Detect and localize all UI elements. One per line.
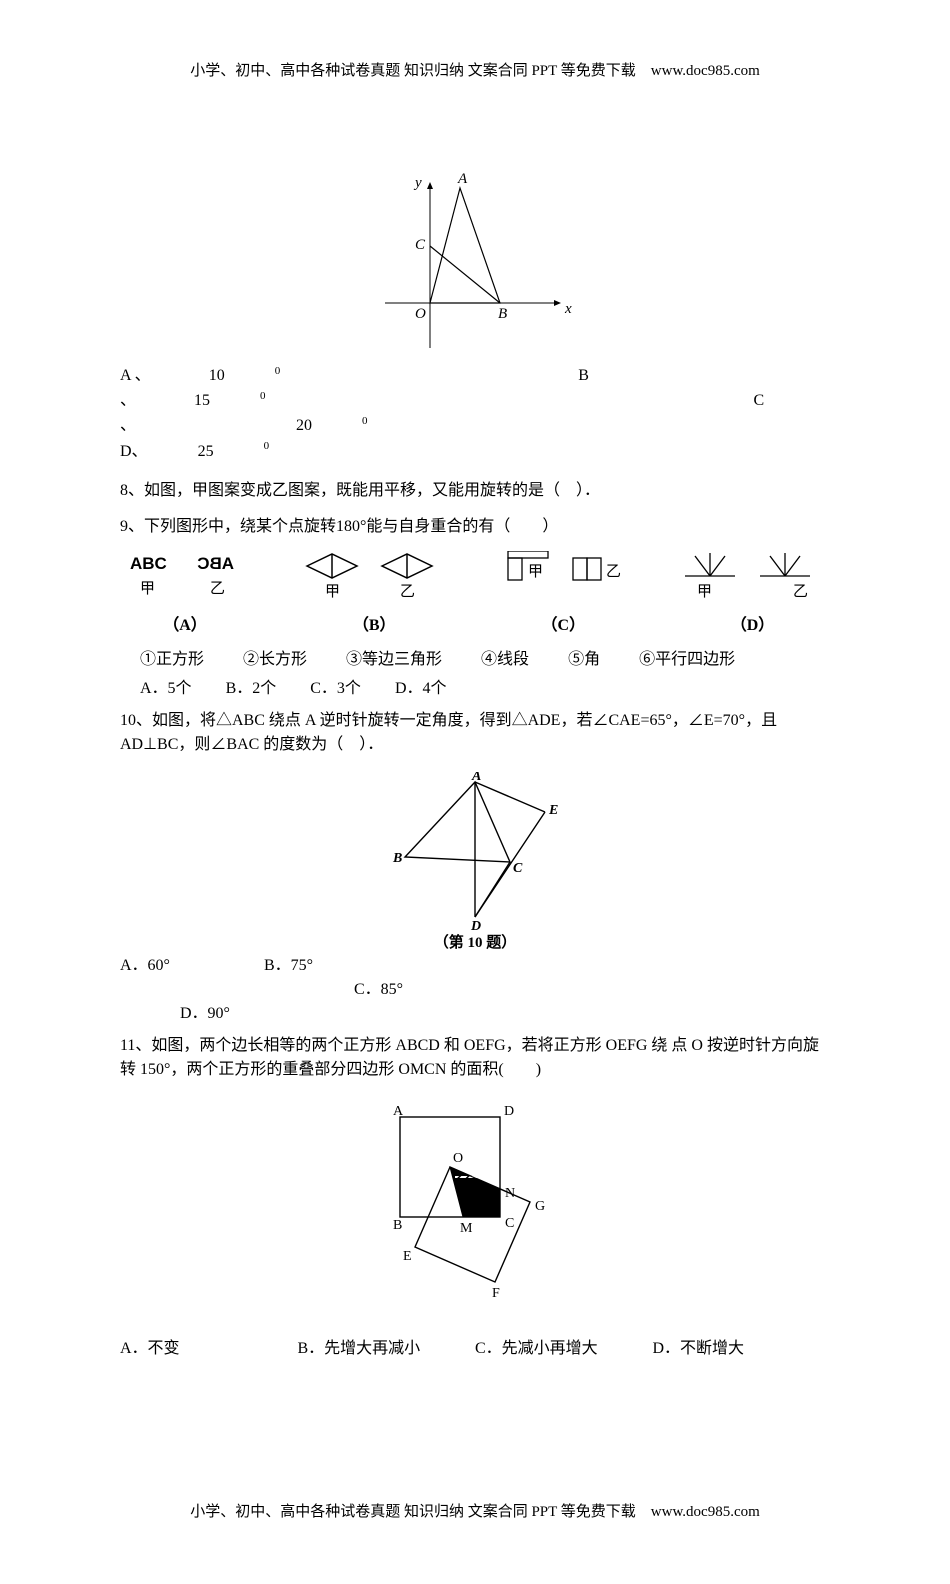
q10-text: 10、如图，将△ABC 绕点 A 逆时针旋转一定角度，得到△ADE，若∠CAE=…: [120, 709, 830, 757]
q10-opt-b: B．75°: [264, 957, 313, 974]
svg-text:G: G: [535, 1199, 545, 1214]
svg-text:ABC: ABC: [130, 554, 167, 573]
q10-figure-label: （第 10 题）: [120, 932, 830, 955]
svg-text:A: A: [471, 772, 481, 784]
q7-figure-container: O B x y A C: [120, 173, 830, 353]
svg-text:N: N: [505, 1186, 515, 1201]
q8-label-a: （A）: [120, 614, 250, 638]
q8-opt-b-figure: 甲 乙 （B）: [297, 551, 452, 638]
q9-items: ①正方形 ②长方形 ③等边三角形 ④线段 ⑤角 ⑥平行四边形: [140, 648, 830, 672]
q7-options: A 、 100 B 、 150 C 、200 D、250: [120, 363, 830, 464]
q11-opt-a: A．不变: [120, 1337, 298, 1361]
q11-options: A．不变 B．先增大再减小 C．先减小再增大 D．不断增大: [120, 1337, 830, 1361]
svg-text:乙: 乙: [793, 584, 808, 600]
q11-opt-b: B．先增大再减小: [298, 1337, 476, 1361]
svg-text:甲: 甲: [528, 564, 543, 580]
svg-text:O: O: [415, 306, 426, 322]
svg-text:B: B: [393, 1218, 402, 1233]
q8-opt-c-figure: 甲 乙 （C）: [498, 551, 628, 638]
q11-text: 11、如图，两个边长相等的两个正方形 ABCD 和 OEFG，若将正方形 OEF…: [120, 1034, 830, 1082]
q10-opt-a: A．60°: [120, 957, 170, 974]
svg-text:甲: 甲: [140, 581, 155, 597]
q10-figure: A B C D E: [375, 772, 575, 932]
q8-opt-a-figure: ABC ABC 甲 乙 （A）: [120, 551, 250, 638]
q7-figure: O B x y A C: [355, 173, 595, 353]
svg-text:E: E: [403, 1249, 412, 1264]
q8-label-c: （C）: [498, 614, 628, 638]
q8-figures: ABC ABC 甲 乙 （A） 甲 乙 （B） 甲 乙 （C）: [120, 551, 830, 638]
q8-label-b: （B）: [297, 614, 452, 638]
svg-text:ABC: ABC: [197, 554, 234, 573]
svg-text:甲: 甲: [697, 584, 712, 600]
svg-text:甲: 甲: [325, 584, 340, 600]
svg-text:乙: 乙: [210, 581, 225, 597]
svg-text:B: B: [498, 306, 507, 322]
svg-text:E: E: [548, 803, 558, 818]
q10-options: A．60° B．75° C．85° D．90°: [120, 954, 830, 1026]
svg-text:C: C: [415, 237, 426, 253]
q11-opt-d: D．不断增大: [653, 1337, 831, 1361]
svg-text:M: M: [460, 1221, 473, 1236]
page-header: 小学、初中、高中各种试卷真题 知识归纳 文案合同 PPT 等免费下载 www.d…: [120, 60, 830, 83]
q10-opt-c: C．85°: [354, 981, 403, 998]
svg-text:C: C: [505, 1216, 514, 1231]
q9-choices: A．5个 B．2个 C．3个 D．4个: [140, 677, 830, 701]
q11-opt-c: C．先减小再增大: [475, 1337, 653, 1361]
q8-text: 8、如图，甲图案变成乙图案，既能用平移，又能用旋转的是（ ）．: [120, 479, 830, 503]
svg-text:D: D: [470, 919, 481, 932]
svg-text:D: D: [504, 1104, 514, 1119]
svg-text:A: A: [393, 1104, 404, 1119]
q10-opt-d: D．90°: [180, 1005, 230, 1022]
svg-text:O: O: [453, 1151, 463, 1166]
page-footer: 小学、初中、高中各种试卷真题 知识归纳 文案合同 PPT 等免费下载 www.d…: [120, 1501, 830, 1524]
q11-figure: A D B C O N G M E F: [360, 1097, 590, 1327]
svg-text:y: y: [413, 175, 422, 191]
svg-text:A: A: [457, 173, 468, 187]
q9-text: 9、下列图形中，绕某个点旋转180°能与自身重合的有（ ）: [120, 515, 830, 539]
q8-label-d: （D）: [675, 614, 830, 638]
svg-text:B: B: [392, 851, 402, 866]
svg-text:C: C: [513, 861, 523, 876]
q7-opt-a: A 、 100: [120, 367, 330, 384]
q8-opt-d-figure: 甲 乙 （D）: [675, 551, 830, 638]
q7-opt-d: D、250: [120, 443, 319, 460]
svg-text:乙: 乙: [606, 564, 621, 580]
svg-text:乙: 乙: [400, 584, 415, 600]
svg-text:x: x: [564, 301, 572, 317]
svg-text:F: F: [492, 1286, 500, 1301]
